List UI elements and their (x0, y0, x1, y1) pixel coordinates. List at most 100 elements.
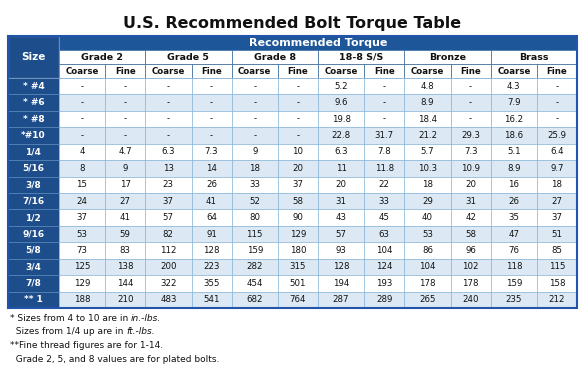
Bar (318, 275, 364, 291)
Text: 7.3: 7.3 (205, 147, 218, 157)
Text: 82: 82 (163, 230, 174, 239)
Text: 53: 53 (422, 230, 433, 239)
Text: 24: 24 (77, 197, 88, 206)
Text: *#10: *#10 (21, 131, 46, 140)
Text: U.S. Recommended Bolt Torque Table: U.S. Recommended Bolt Torque Table (123, 16, 462, 31)
Text: 27: 27 (120, 197, 130, 206)
Text: -: - (210, 98, 213, 107)
Bar (105, 78, 145, 94)
Bar (232, 50, 318, 64)
Text: -: - (253, 131, 256, 140)
Text: Coarse: Coarse (411, 66, 444, 76)
Text: 45: 45 (378, 213, 390, 222)
Text: 200: 200 (160, 263, 177, 271)
Bar (191, 242, 232, 259)
Text: -: - (253, 82, 256, 91)
Bar (318, 78, 364, 94)
Text: 212: 212 (549, 295, 565, 304)
Bar (191, 291, 232, 308)
Bar (8, 127, 59, 144)
Bar (537, 127, 577, 144)
Text: 178: 178 (462, 279, 479, 288)
Text: 93: 93 (336, 246, 346, 255)
Text: 1/4: 1/4 (26, 147, 42, 157)
Text: 115: 115 (246, 230, 263, 239)
Text: 16.2: 16.2 (504, 115, 524, 124)
Bar (491, 111, 537, 127)
Bar (232, 177, 278, 193)
Bar (145, 259, 191, 275)
Bar (105, 226, 145, 242)
Text: 5.7: 5.7 (421, 147, 434, 157)
Bar (450, 242, 491, 259)
Bar (537, 94, 577, 111)
Text: * #6: * #6 (23, 98, 44, 107)
Bar (278, 144, 318, 160)
Text: Size: Size (21, 52, 46, 62)
Text: 235: 235 (505, 295, 522, 304)
Bar (537, 291, 577, 308)
Bar (318, 127, 364, 144)
Text: Coarse: Coarse (66, 66, 99, 76)
Bar (105, 275, 145, 291)
Bar (105, 209, 145, 226)
Text: Brass: Brass (519, 52, 549, 62)
Text: 31: 31 (336, 197, 346, 206)
Text: -: - (555, 115, 559, 124)
Bar (450, 127, 491, 144)
Bar (59, 193, 105, 209)
Text: 501: 501 (290, 279, 306, 288)
Bar (537, 259, 577, 275)
Bar (191, 193, 232, 209)
Bar (278, 259, 318, 275)
Text: 26: 26 (206, 180, 217, 189)
Bar (59, 64, 105, 78)
Bar (8, 291, 59, 308)
Bar (404, 193, 450, 209)
Text: 4.8: 4.8 (421, 82, 434, 91)
Text: 15: 15 (77, 180, 88, 189)
Text: 138: 138 (117, 263, 133, 271)
Bar (191, 226, 232, 242)
Text: -: - (555, 98, 559, 107)
Bar (145, 64, 191, 78)
Text: -: - (297, 82, 300, 91)
Bar (404, 78, 450, 94)
Text: -: - (253, 98, 256, 107)
Text: **Fine thread figures are for 1-14.: **Fine thread figures are for 1-14. (10, 341, 163, 350)
Bar (450, 193, 491, 209)
Bar (191, 64, 232, 78)
Text: -: - (297, 115, 300, 124)
Text: 37: 37 (552, 213, 563, 222)
Bar (59, 111, 105, 127)
Bar (278, 64, 318, 78)
Bar (59, 127, 105, 144)
Text: 37: 37 (163, 197, 174, 206)
Bar (232, 209, 278, 226)
Bar (364, 226, 404, 242)
Bar (450, 275, 491, 291)
Bar (59, 94, 105, 111)
Text: Grade 5: Grade 5 (167, 52, 209, 62)
Text: 6.4: 6.4 (550, 147, 564, 157)
Bar (364, 242, 404, 259)
Text: 52: 52 (249, 197, 260, 206)
Bar (278, 78, 318, 94)
Bar (491, 50, 577, 64)
Bar (491, 226, 537, 242)
Text: 1/2: 1/2 (26, 213, 42, 222)
Bar (232, 160, 278, 177)
Text: -: - (210, 131, 213, 140)
Text: Coarse: Coarse (325, 66, 358, 76)
Bar (145, 193, 191, 209)
Text: 355: 355 (203, 279, 220, 288)
Text: 22.8: 22.8 (332, 131, 350, 140)
Bar (105, 242, 145, 259)
Text: -: - (123, 82, 127, 91)
Bar (59, 78, 105, 94)
Text: 76: 76 (508, 246, 519, 255)
Text: Fine: Fine (115, 66, 136, 76)
Bar (537, 78, 577, 94)
Text: 41: 41 (120, 213, 130, 222)
Bar (364, 259, 404, 275)
